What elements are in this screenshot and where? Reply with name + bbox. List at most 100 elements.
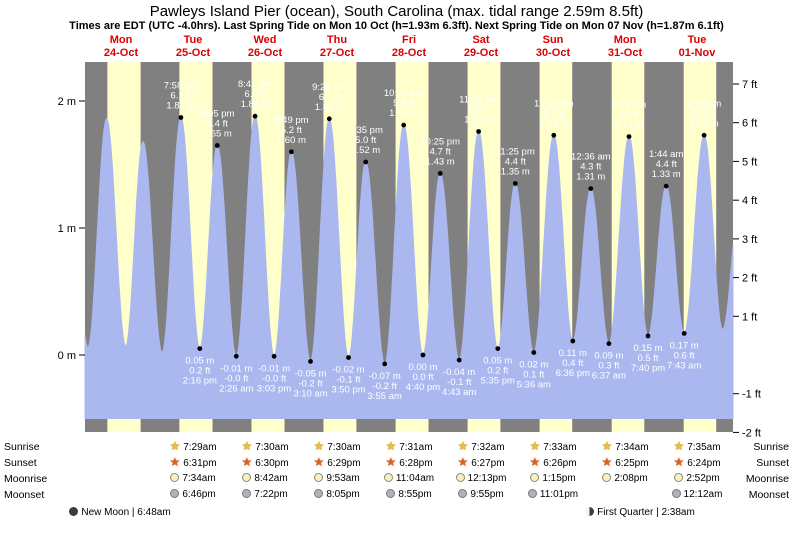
astro-cell-moonrise: 2:52pm [661,472,733,486]
tide-low-label: 5:36 am [517,380,551,391]
sunset-time: 6:30pm [255,458,289,469]
day-label-date: 28-Oct [392,47,427,59]
tide-high-label: 2:22 pm [687,98,721,109]
sunrise-icon: ★ [601,439,613,453]
moonrise-icon [383,473,393,482]
moonrise-time: 9:53am [326,473,360,484]
moonrise-time: 12:13pm [467,473,507,484]
tide-low-label: -0.2 ft [373,381,398,392]
astro-cell-moonset: 6:46pm [157,488,229,502]
tide-high-label: 5.7 ft [543,108,564,119]
astro-cell-sunset: ★ 6:27pm [445,456,517,471]
astro-cell-moonrise: 8:42am [229,472,301,486]
tide-low-label: 0.17 m [670,340,699,351]
y-axis-label-right: 4 ft [742,195,757,207]
astro-cell-moonset: 11:01pm [517,488,589,502]
tide-low-label: 4:40 pm [406,382,440,393]
tide-extreme-dot [308,359,313,364]
astro-cell-moonrise: 7:34am [157,472,229,486]
tide-extreme-dot [326,116,332,122]
sunrise-icon: ★ [169,439,181,453]
tide-extreme-dot [420,352,426,358]
astro-cell-sunset: ★ 6:28pm [373,456,445,471]
astro-row-label-left-sunset: Sunset [4,457,37,469]
tide-extreme-dot [382,361,388,367]
y-axis-label-right: 7 ft [742,79,757,91]
tide-low-label: -0.1 ft [336,375,361,386]
astro-cell-sunrise: ★ 7:35am [661,440,733,455]
tide-extreme-dot [252,113,258,119]
moonset-time: 7:22pm [254,489,288,500]
tide-low-label: -0.05 m [294,368,326,379]
moonset-time: 9:55pm [470,489,504,500]
tide-high-label: 1.76 m [464,115,493,126]
new-moon-text: New Moon | 6:48am [81,507,171,518]
moonset-icon [242,489,252,498]
tide-low-label: -0.01 m [258,363,290,374]
tide-high-label: 6.1 ft [170,91,191,102]
day-label-dow: Fri [402,34,416,46]
day-label-dow: Mon [614,34,637,46]
day-label-date: 27-Oct [320,47,355,59]
moonrise-time: 7:34am [182,473,216,484]
moonrise-icon [602,473,612,482]
tide-low-label: 6:37 am [592,371,626,382]
sunrise-icon: ★ [529,439,541,453]
tide-extreme-dot [476,129,481,134]
moonrise-time: 11:04am [395,473,435,484]
tide-high-label: 8:05 pm [200,109,234,120]
astro-row-label-right-moonset: Moonset [748,489,789,501]
tide-low-label: 0.00 m [408,362,437,373]
tide-high-label: 1.87 m [166,101,195,112]
tide-low-label: 3:03 pm [257,383,291,394]
tide-extreme-dot [495,346,501,351]
sunset-icon: ★ [241,455,253,469]
astro-cell-moonset: 8:55pm [373,488,445,502]
sunset-icon: ★ [673,455,685,469]
tide-low-label: 0.09 m [594,351,623,362]
astro-row-label-left-moonset: Moonset [4,489,45,501]
tide-extreme-dot [456,357,462,363]
sunset-icon: ★ [529,455,541,469]
tide-low-label: 7:43 am [667,360,701,371]
moonset-time: 12:12am [683,489,723,500]
tide-extreme-dot [626,134,632,140]
day-label-dow: Sun [543,34,564,46]
y-axis-label-left: 2 m [58,96,76,108]
tide-low-label: 0.1 ft [523,370,544,381]
astro-cell-sunset: ★ 6:30pm [229,456,301,471]
tide-high-label: 1.73 m [539,118,568,129]
moon-phase-new-moon: New Moon | 6:48am [35,506,205,520]
day-label-dow: Sat [472,34,489,46]
tide-low-label: -0.02 m [332,365,364,376]
tide-extreme-dot [178,115,184,120]
sunrise-time: 7:30am [327,442,361,453]
tide-high-label: 1.81 m [389,108,418,119]
tide-low-label: 5:35 pm [481,376,515,387]
astro-row-label-right-sunrise: Sunrise [753,441,789,453]
tide-low-label: 0.3 ft [598,361,619,372]
day-label-dow: Mon [110,34,133,46]
tide-extreme-dot [531,350,537,355]
tide-low-label: 0.05 m [483,356,512,367]
tide-low-label: 2:26 am [219,383,253,394]
tide-high-label: 5.7 ft [694,108,715,119]
tide-high-label: 5.2 ft [281,125,302,136]
astro-cell-moonrise: 11:04am [373,472,445,486]
tide-extreme-dot [570,338,576,344]
tide-low-label: 0.05 m [185,356,214,367]
sunset-time: 6:28pm [399,458,433,469]
astro-cell-sunrise: ★ 7:34am [589,440,661,455]
moonset-time: 8:55pm [398,489,432,500]
day-label-dow: Tue [688,34,707,46]
tide-high-label: 1:44 am [649,149,683,160]
moonrise-icon [530,473,540,482]
astro-cell-sunset: ★ 6:26pm [517,456,589,471]
tide-high-label: 5.8 ft [468,105,489,116]
day-label-date: 25-Oct [176,47,211,59]
moonset-icon [314,489,324,498]
tide-low-label: -0.1 ft [447,377,472,388]
sunset-time: 6:31pm [183,458,217,469]
tide-extreme-dot [551,132,557,138]
